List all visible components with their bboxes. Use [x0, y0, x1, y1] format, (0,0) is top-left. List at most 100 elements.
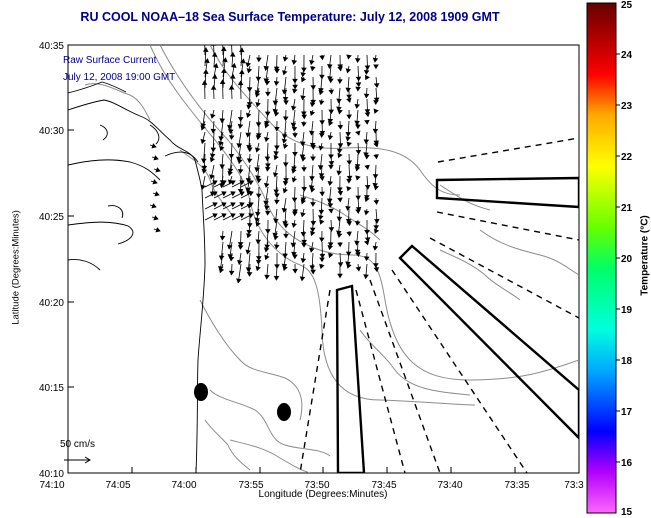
current-vector-head: [282, 96, 289, 102]
current-vector-head: [221, 213, 227, 219]
survey-lines: [299, 137, 579, 473]
current-vector-head: [212, 213, 218, 219]
current-vector-head: [282, 56, 289, 62]
current-vector-head: [226, 244, 233, 250]
colorbar-tick-label: 23: [621, 101, 633, 112]
current-vector-head: [309, 247, 315, 253]
current-vector-head: [292, 211, 298, 217]
current-vector-head: [309, 227, 316, 233]
current-vector-head: [372, 182, 378, 188]
current-vector-head: [229, 51, 236, 57]
current-vector-head: [319, 257, 325, 263]
current-vector-head: [263, 247, 270, 253]
current-vector-head: [372, 128, 379, 134]
current-vector-head: [300, 258, 307, 264]
current-vector-head: [255, 135, 262, 141]
current-vector-head: [345, 136, 351, 142]
current-vector-head: [318, 100, 325, 106]
transect-boxes: [335, 176, 579, 473]
current-vector-head: [336, 232, 343, 239]
current-vector-head: [246, 272, 253, 277]
y-tick-label: 40:10: [39, 469, 64, 480]
current-vector-head: [346, 114, 352, 120]
current-vector-head: [363, 240, 370, 246]
current-vector-head: [272, 108, 279, 114]
current-vector-head: [282, 143, 289, 150]
current-vector-head: [200, 184, 206, 190]
current-vector-head: [300, 72, 306, 78]
current-vector-head: [255, 193, 262, 199]
current-vector-head: [373, 267, 380, 273]
colorbar-tick-label: 20: [621, 254, 633, 265]
y-tick-label: 40:25: [39, 212, 64, 223]
current-vector-head: [282, 116, 289, 122]
current-vector-head: [246, 232, 252, 239]
current-vector-head: [310, 202, 316, 207]
current-vector-head: [201, 168, 208, 174]
current-vector-head: [337, 262, 344, 268]
current-vector-head: [301, 114, 307, 120]
current-vector-head: [327, 135, 334, 141]
current-vector-head: [153, 215, 159, 221]
current-vector-head: [319, 176, 325, 182]
current-vector-head: [291, 59, 298, 65]
current-vector-head: [355, 175, 361, 181]
current-vector-head: [346, 141, 352, 147]
x-axis-label: Longitude (Degrees:Minutes): [258, 489, 388, 500]
current-vector-head: [292, 268, 298, 274]
current-vector-head: [373, 225, 379, 231]
current-vector-head: [210, 45, 217, 46]
current-vector-head: [202, 37, 206, 41]
current-vector-head: [227, 124, 233, 130]
current-vector-head: [373, 100, 379, 105]
current-vector-head: [210, 128, 217, 134]
current-vector-head: [374, 228, 380, 234]
current-vector-head: [327, 180, 334, 186]
current-vector-head: [281, 207, 288, 213]
current-vector-head: [364, 65, 371, 71]
current-vector-head: [255, 259, 262, 265]
current-vector-head: [204, 58, 210, 64]
current-vector-head: [319, 132, 325, 138]
current-vector-head: [248, 180, 254, 186]
current-vector-head: [365, 74, 370, 81]
current-vector-head: [364, 164, 370, 170]
current-vector-head: [363, 70, 370, 75]
current-vector-head: [301, 167, 307, 172]
current-vector-head: [152, 179, 158, 185]
current-vector-head: [346, 220, 352, 226]
colorbar-tick-label: 24: [621, 50, 633, 61]
x-tick-label: 74:00: [171, 480, 196, 491]
current-vector-head: [363, 256, 370, 262]
current-vector-head: [282, 70, 288, 76]
current-vector-head: [292, 254, 298, 260]
current-vector-head: [364, 119, 370, 125]
current-vector-head: [372, 245, 379, 251]
current-vector-head: [219, 183, 225, 189]
current-vector-head: [337, 109, 343, 115]
current-vector-head: [309, 110, 316, 116]
current-vector-head: [237, 80, 244, 86]
current-vector-head: [218, 267, 225, 274]
current-vector-head: [237, 158, 243, 165]
mooring-dot: [277, 403, 291, 421]
current-vector-head: [219, 235, 226, 241]
y-tick-label: 40:20: [39, 298, 64, 309]
current-vector-head: [228, 256, 235, 262]
current-vector-head: [212, 202, 218, 208]
mooring-dot: [194, 383, 208, 401]
current-vector-head: [309, 102, 316, 108]
x-tick-label: 73:55: [238, 480, 263, 491]
current-vector-head: [346, 160, 353, 166]
current-vector-head: [230, 202, 236, 208]
colorbar-tick-label: 25: [621, 0, 633, 11]
current-vector-head: [154, 191, 160, 197]
current-vector-head: [155, 227, 161, 233]
current-vector-head: [237, 123, 244, 129]
coastline: [68, 81, 206, 473]
current-vector-head: [328, 227, 335, 232]
current-vector-head: [282, 181, 289, 186]
current-vector-head: [346, 94, 352, 100]
current-vector-head: [273, 111, 280, 117]
current-vector-head: [328, 78, 334, 84]
